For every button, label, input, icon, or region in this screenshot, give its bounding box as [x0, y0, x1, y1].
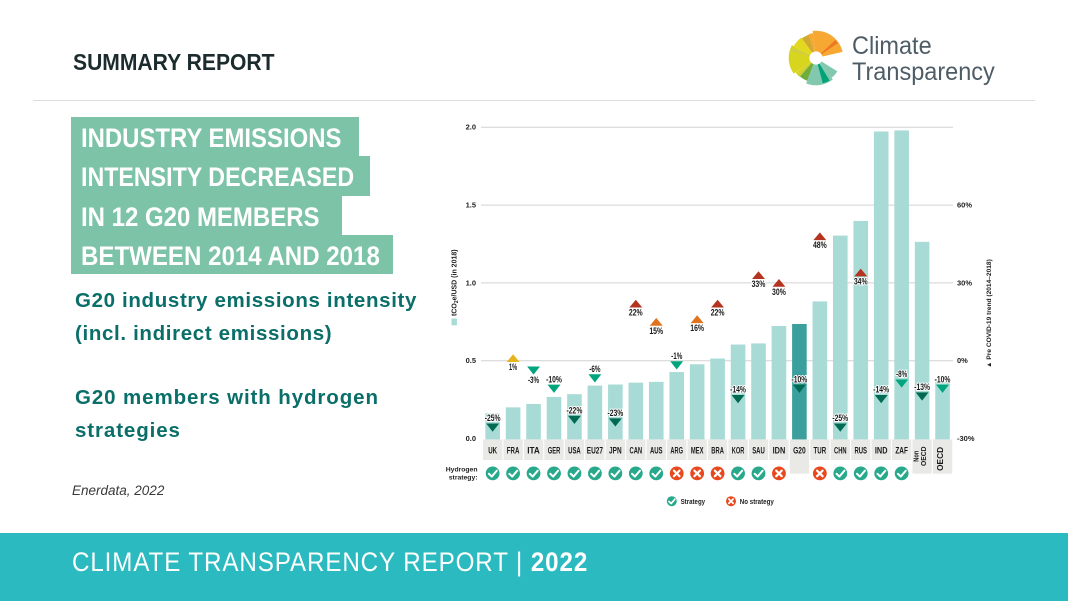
- svg-text:FRA: FRA: [507, 445, 520, 455]
- svg-text:Hydrogen: Hydrogen: [446, 466, 478, 473]
- svg-text:TUR: TUR: [814, 445, 827, 455]
- svg-text:22%: 22%: [711, 308, 725, 318]
- svg-text:0.0: 0.0: [466, 434, 476, 443]
- svg-text:-30%: -30%: [957, 434, 975, 443]
- svg-text:Strategy: Strategy: [681, 497, 706, 506]
- svg-text:KOR: KOR: [732, 445, 745, 455]
- svg-text:-10%: -10%: [935, 374, 951, 384]
- svg-text:G20: G20: [793, 445, 806, 455]
- svg-text:EU27: EU27: [587, 445, 603, 455]
- svg-text:UK: UK: [488, 445, 497, 455]
- svg-text:IDN: IDN: [773, 445, 786, 455]
- svg-text:-25%: -25%: [485, 413, 501, 423]
- svg-text:-22%: -22%: [567, 405, 583, 415]
- svg-text:RUS: RUS: [854, 445, 867, 455]
- svg-text:48%: 48%: [813, 240, 827, 250]
- svg-text:BRA: BRA: [711, 445, 724, 455]
- svg-text:1.0: 1.0: [466, 278, 476, 287]
- svg-text:22%: 22%: [629, 308, 643, 318]
- svg-text:-10%: -10%: [792, 374, 808, 384]
- svg-text:30%: 30%: [957, 278, 972, 287]
- svg-text:-6%: -6%: [589, 364, 601, 374]
- svg-text:No strategy: No strategy: [740, 497, 774, 506]
- svg-text:JPN: JPN: [609, 445, 622, 455]
- svg-text:-1%: -1%: [671, 351, 683, 361]
- svg-text:USA: USA: [568, 445, 581, 455]
- svg-text:IND: IND: [875, 445, 888, 455]
- svg-text:1%: 1%: [509, 362, 518, 372]
- svg-text:strategy:: strategy:: [449, 475, 478, 482]
- svg-text:0.5: 0.5: [466, 356, 476, 365]
- svg-text:Non: Non: [912, 450, 921, 461]
- svg-text:-13%: -13%: [914, 382, 930, 392]
- svg-text:MEX: MEX: [691, 445, 704, 455]
- svg-text:2.0: 2.0: [466, 123, 476, 132]
- svg-text:ARG: ARG: [670, 445, 683, 455]
- svg-text:-3%: -3%: [528, 375, 540, 385]
- svg-text:CHN: CHN: [834, 445, 847, 455]
- svg-text:-10%: -10%: [546, 374, 562, 384]
- svg-text:tCO2e/USD (in 2018): tCO2e/USD (in 2018): [452, 249, 461, 316]
- svg-text:30%: 30%: [772, 287, 786, 297]
- svg-text:OECD: OECD: [935, 447, 945, 471]
- svg-text:1.5: 1.5: [466, 201, 476, 210]
- svg-text:33%: 33%: [752, 279, 766, 289]
- svg-text:15%: 15%: [649, 326, 663, 336]
- svg-text:0%: 0%: [957, 356, 968, 365]
- svg-text:ITA: ITA: [527, 445, 540, 455]
- svg-text:CAN: CAN: [630, 445, 643, 455]
- svg-text:-8%: -8%: [896, 369, 908, 379]
- svg-text:-14%: -14%: [730, 385, 746, 395]
- svg-text:AUS: AUS: [650, 445, 663, 455]
- svg-text:ZAF: ZAF: [895, 445, 908, 455]
- svg-text:34%: 34%: [854, 277, 868, 287]
- svg-text:SAU: SAU: [752, 445, 765, 455]
- svg-text:-14%: -14%: [873, 385, 889, 395]
- svg-text:16%: 16%: [690, 323, 704, 333]
- svg-text:GER: GER: [548, 445, 561, 455]
- svg-text:▲ Pre COVID-19 trend (2014–201: ▲ Pre COVID-19 trend (2014–2018): [986, 259, 993, 368]
- svg-text:-25%: -25%: [832, 413, 848, 423]
- svg-text:60%: 60%: [957, 201, 972, 210]
- svg-text:-23%: -23%: [607, 408, 623, 418]
- svg-text:OECD: OECD: [919, 446, 928, 466]
